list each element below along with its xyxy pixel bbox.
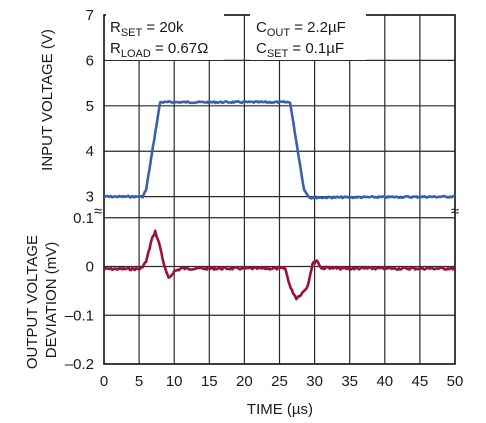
- y-tick-label-top: 3: [86, 189, 94, 206]
- y-tick-label-bottom: 0: [86, 259, 94, 276]
- y-tick-label-bottom: 0.1: [73, 210, 94, 227]
- x-tick-label: 35: [341, 373, 358, 390]
- y-tick-label-top: 4: [86, 143, 94, 160]
- axis-break-right: ≈: [451, 203, 459, 220]
- output-deviation-trace: [103, 229, 456, 301]
- x-tick-label: 0: [100, 373, 108, 390]
- x-axis-title: TIME (µs): [247, 401, 313, 418]
- x-tick-label: 50: [447, 373, 464, 390]
- x-tick-label: 15: [201, 373, 218, 390]
- annotation-rset: RSET = 20k: [110, 19, 184, 39]
- input-voltage-trace: [103, 100, 456, 200]
- y-tick-label-bottom: –0.2: [65, 356, 94, 373]
- annotation-bg-right: [250, 14, 366, 60]
- x-tick-label: 45: [412, 373, 429, 390]
- x-tick-label: 40: [376, 373, 393, 390]
- annotation-cout: COUT = 2.2µF: [256, 19, 346, 39]
- x-tick-label: 10: [166, 373, 183, 390]
- y-tick-label-top: 6: [86, 52, 94, 69]
- axis-break-left: ≈: [94, 203, 102, 220]
- annotation-cset: CSET = 0.1µF: [256, 40, 344, 60]
- x-tick-label: 20: [236, 373, 253, 390]
- x-tick-label: 25: [271, 373, 288, 390]
- y-tick-label-bottom: –0.1: [65, 307, 94, 324]
- y-axis-title-bottom: OUTPUT VOLTAGE DEVIATION (mV): [24, 231, 60, 369]
- annotation-rload: RLOAD = 0.67Ω: [110, 40, 208, 60]
- y-tick-label-top: 5: [86, 98, 94, 115]
- y-tick-label-top: 7: [86, 7, 94, 24]
- x-tick-label: 30: [306, 373, 323, 390]
- annotation-bg-left: [106, 14, 224, 60]
- series: [103, 100, 456, 301]
- x-tick-label: 5: [135, 373, 143, 390]
- y-axis-title-top: INPUT VOLTAGE (V): [39, 29, 56, 171]
- grid: [103, 14, 456, 365]
